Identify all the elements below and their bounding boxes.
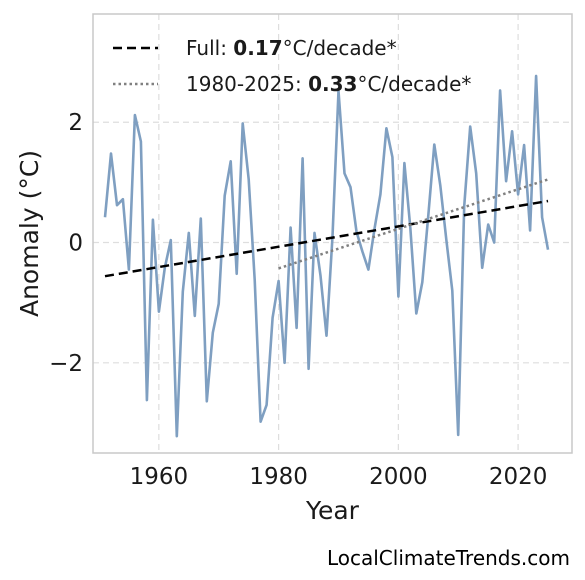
x-axis-label: Year [305, 496, 360, 525]
legend-rate-unit: °C/decade* [357, 72, 471, 96]
x-tick-label: 2000 [369, 464, 428, 490]
legend-rate-unit: °C/decade* [283, 36, 397, 60]
y-tick-label: 2 [68, 110, 83, 136]
anomaly-series-line [103, 74, 550, 438]
plot-frame [92, 13, 573, 454]
legend-entry: Full: 0.17°C/decade* [186, 36, 397, 60]
legend-rate-value: 0.17 [233, 36, 282, 60]
legend-prefix: Full: [186, 36, 233, 60]
legend-entry: 1980-2025: 0.33°C/decade* [186, 72, 471, 96]
grid [93, 14, 572, 453]
y-axis-label: Anomaly (°C) [15, 150, 44, 317]
source-credit: LocalClimateTrends.com [326, 546, 570, 570]
legend-prefix: 1980-2025: [186, 72, 308, 96]
x-tick-label: 1960 [130, 464, 189, 490]
legend: Full: 0.17°C/decade*1980-2025: 0.33°C/de… [113, 36, 471, 96]
trend-line-full [104, 199, 549, 278]
x-tick-label: 1980 [249, 464, 308, 490]
y-tick-label: −2 [49, 351, 83, 377]
y-tick-label: 0 [68, 231, 83, 257]
tick-labels: 1960 1980 2000 2020 −2 0 2 [49, 110, 547, 490]
x-tick-label: 2020 [489, 464, 548, 490]
legend-rate-value: 0.33 [308, 72, 357, 96]
series-layer [103, 74, 550, 438]
